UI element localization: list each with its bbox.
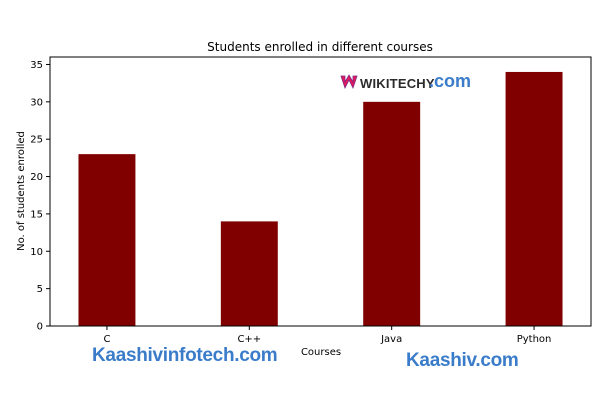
y-axis-label: No. of students enrolled	[16, 131, 27, 251]
y-tick-label: 30	[30, 97, 43, 108]
kaashivinfotech-watermark: Kaashivinfotech.com	[92, 345, 278, 366]
bar-c	[78, 154, 136, 326]
y-tick-label: 20	[30, 172, 43, 183]
wikitechy-logo-domain: .com	[429, 71, 472, 91]
wikitechy-logo-icon	[340, 74, 358, 90]
bar-python	[505, 71, 563, 326]
y-tick-label: 25	[30, 135, 43, 146]
x-tick-label: Python	[517, 334, 552, 345]
y-tick-label: 5	[37, 284, 43, 295]
kaashiv-watermark: Kaashiv.com	[406, 350, 519, 371]
x-tick-label: C++	[237, 334, 261, 345]
bar-java	[363, 101, 421, 326]
axes-frame	[49, 56, 592, 327]
x-axis-label: Courses	[301, 347, 341, 358]
chart-title: Students enrolled in different courses	[207, 40, 433, 54]
x-tick-label: C	[103, 334, 110, 345]
y-tick-label: 10	[30, 247, 43, 258]
y-tick-label: 35	[30, 60, 43, 71]
x-tick-label: Java	[380, 334, 402, 345]
wikitechy-logo-text: WIKITECHY	[360, 76, 435, 91]
y-tick-label: 0	[37, 322, 43, 333]
bar-cplusplus	[220, 221, 278, 326]
y-tick-label: 15	[30, 209, 43, 220]
